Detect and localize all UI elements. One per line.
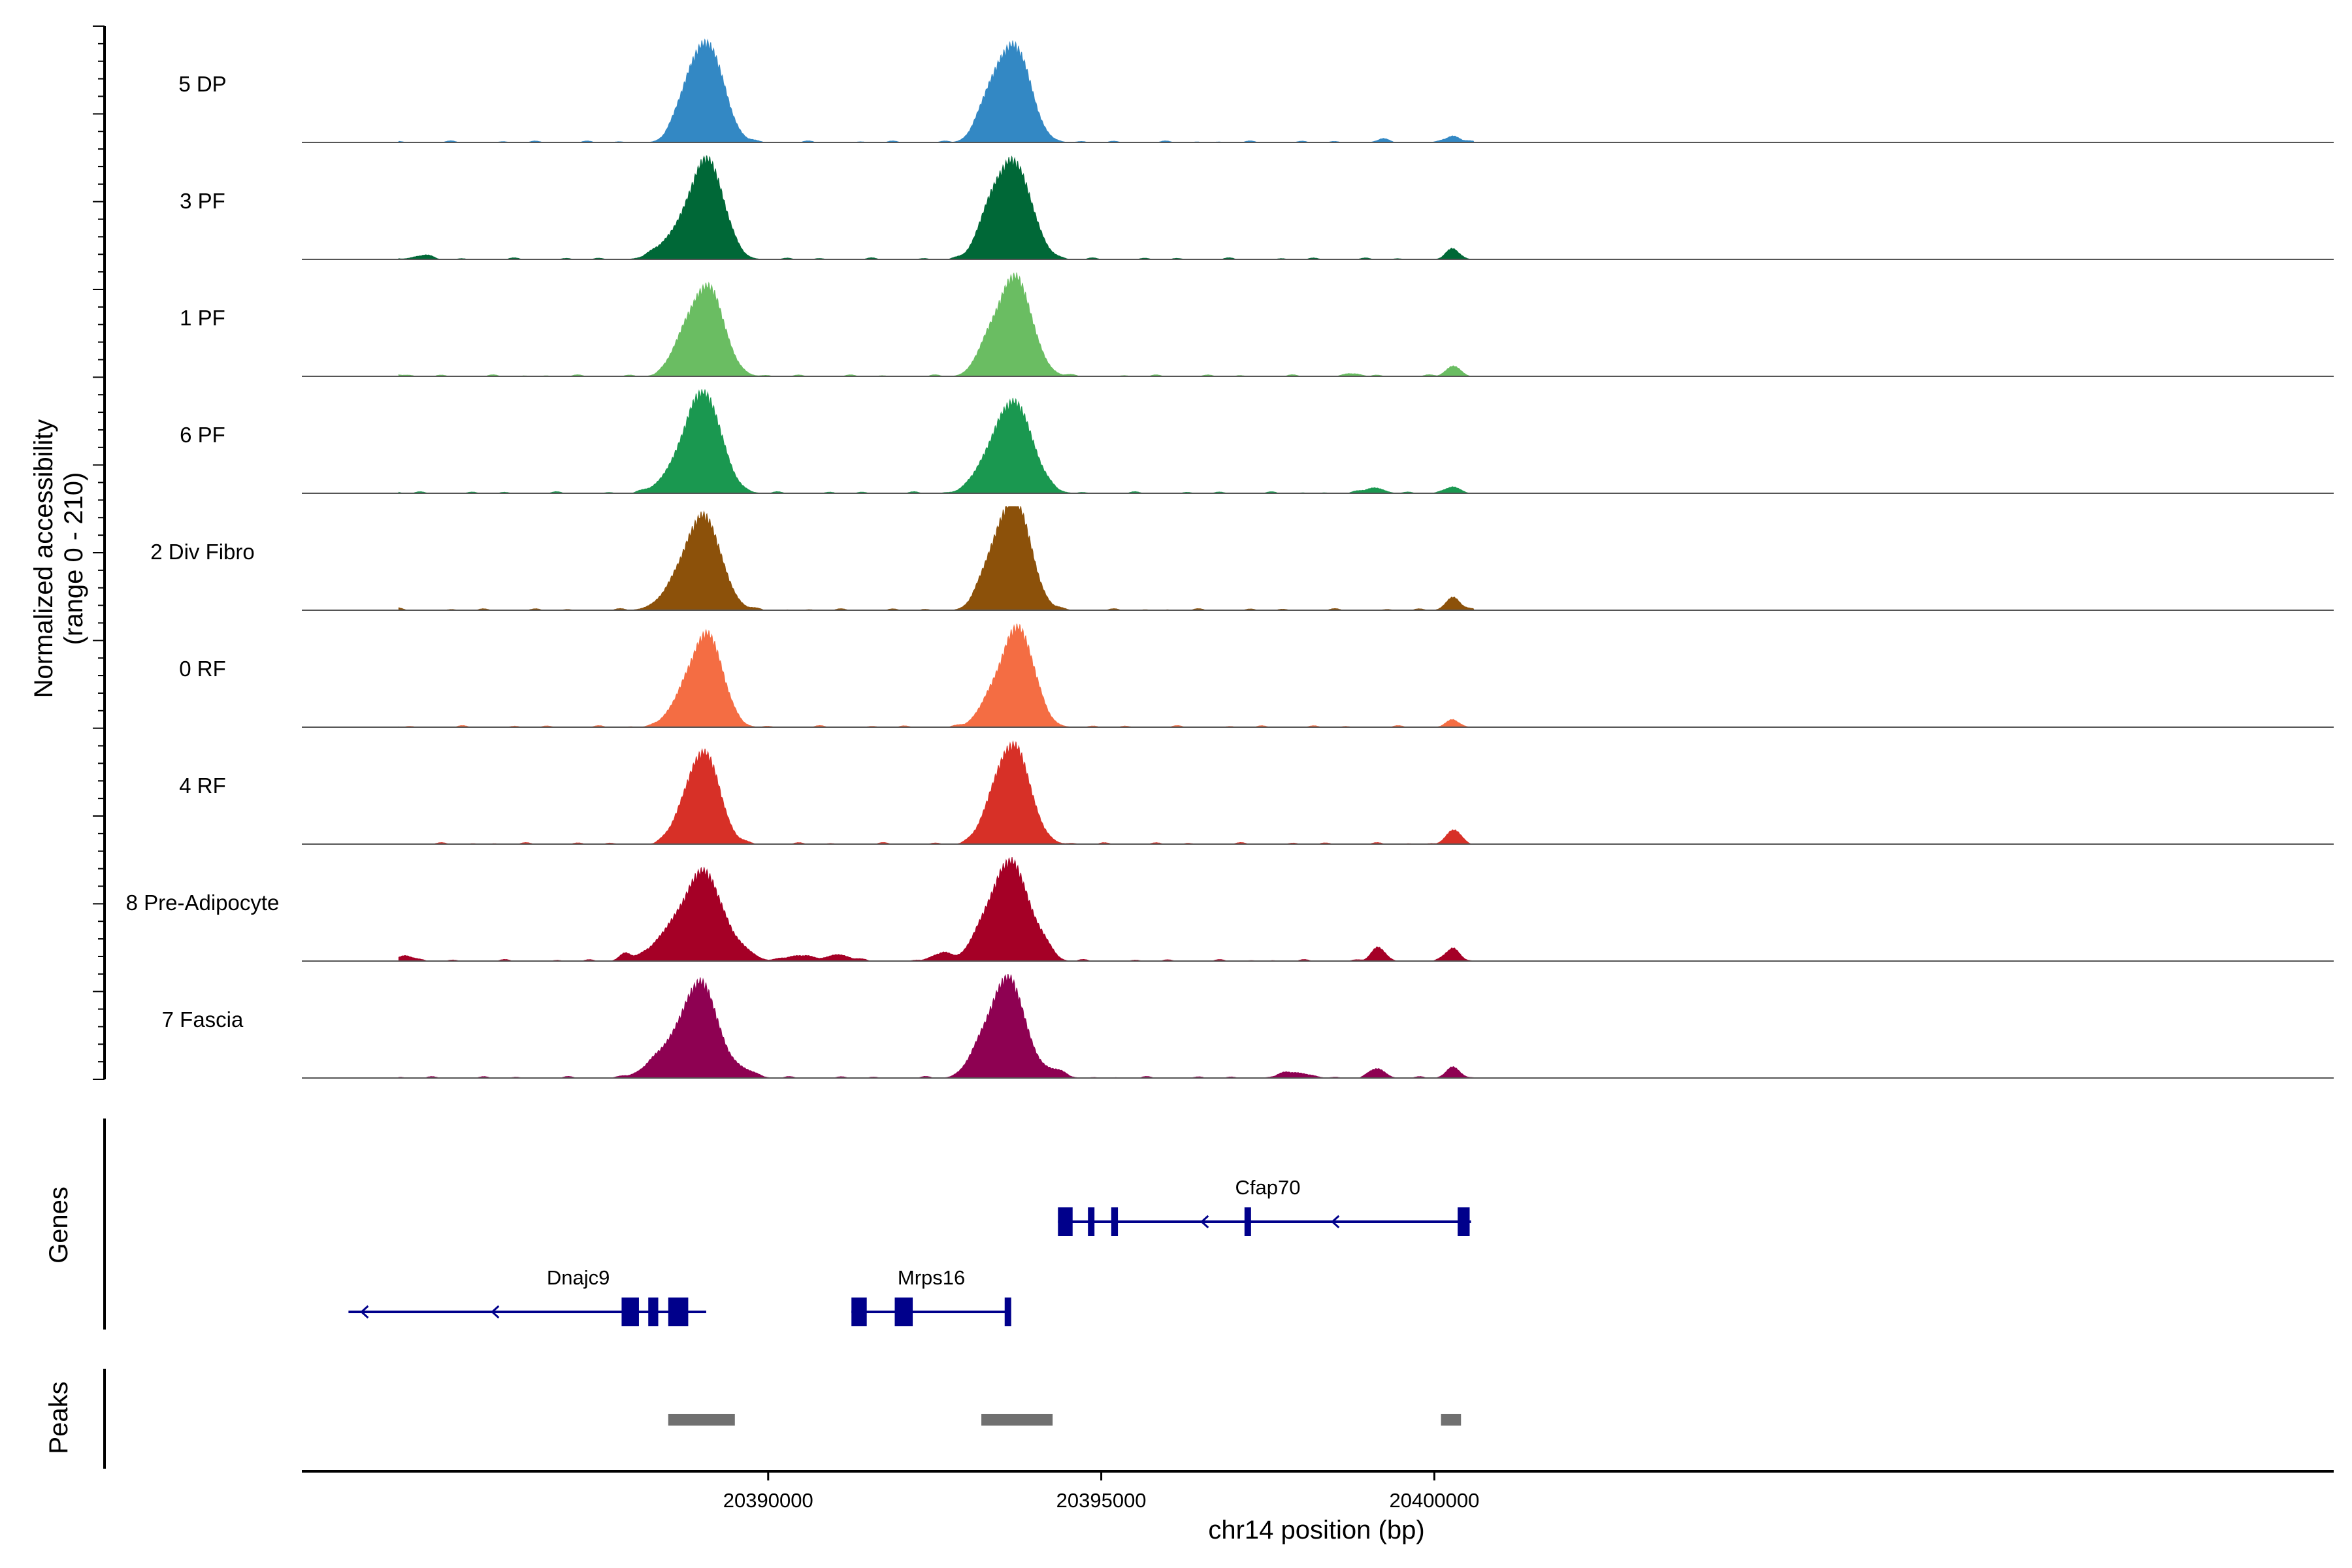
exon-block (1244, 1207, 1251, 1236)
exon-block (1458, 1207, 1470, 1236)
strand-arrow (1200, 1215, 1209, 1229)
exon-block (894, 1298, 913, 1326)
x-tick-label: 20400000 (1389, 1489, 1479, 1512)
coverage-area (398, 740, 1475, 844)
exon-block (648, 1298, 659, 1326)
track-label: 3 PF (180, 189, 225, 213)
coverage-area (398, 389, 1475, 493)
exon-block (1088, 1207, 1095, 1236)
coverage-area (398, 272, 1475, 376)
strand-arrow (360, 1305, 369, 1319)
track-label: 6 PF (180, 423, 225, 447)
genes-track-label: Genes (44, 1186, 73, 1264)
exon-block (621, 1298, 639, 1326)
coverage-tracks: 5 DP 3 PF 1 PF 6 PF 2 Div Fibro 0 RF 4 RF 8 Pre… (93, 25, 2334, 1080)
x-tick-label: 20395000 (1056, 1489, 1147, 1512)
exon-block (1004, 1298, 1011, 1326)
track-label: 2 Div Fibro (150, 540, 255, 564)
track-label: 1 PF (180, 306, 225, 330)
peak-region (668, 1414, 735, 1426)
gene-label: Cfap70 (1235, 1176, 1301, 1199)
exon-block (1058, 1207, 1073, 1236)
coverage-area (398, 974, 1475, 1078)
x-axis-title: chr14 position (bp) (1208, 1516, 1424, 1544)
coverage-area (398, 39, 1475, 142)
peak-region (1441, 1414, 1462, 1426)
gene-label: Mrps16 (898, 1266, 965, 1289)
genes-track: Dnajc9 Mrps16 Cfap70 (103, 1119, 1471, 1330)
x-axis: 20390000 20395000 20400000 (302, 1470, 2334, 1512)
x-tick-label: 20390000 (723, 1489, 813, 1512)
exon-block (1111, 1207, 1119, 1236)
y-axis-title: Normalized accessibility (29, 419, 58, 698)
strand-arrow (1331, 1215, 1340, 1229)
track-label: 0 RF (179, 657, 226, 681)
peaks-track (103, 1369, 1462, 1469)
peak-region (981, 1414, 1053, 1426)
track-label: 5 DP (178, 72, 226, 96)
y-axis-range: (range 0 - 210) (59, 472, 88, 645)
exon-block (668, 1298, 689, 1326)
peaks-track-label: Peaks (44, 1381, 73, 1454)
gene-label: Dnajc9 (547, 1266, 610, 1289)
track-label: 4 RF (179, 774, 226, 798)
track-label: 7 Fascia (162, 1007, 244, 1032)
track-label: 8 Pre-Adipocyte (126, 890, 280, 915)
exon-block (851, 1298, 867, 1326)
strand-arrow (491, 1305, 500, 1319)
coverage-area (398, 623, 1475, 727)
coverage-area (398, 155, 1475, 259)
coverage-area (398, 506, 1475, 610)
coverage-area (398, 857, 1475, 961)
